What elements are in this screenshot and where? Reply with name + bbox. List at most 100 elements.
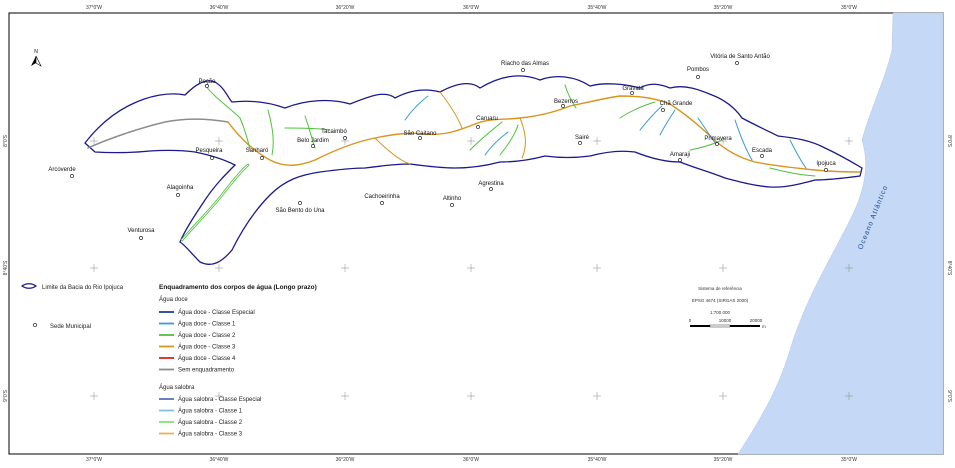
legend-item-label: Água doce - Classe 3: [178, 344, 236, 351]
legend-item-label: Água doce - Classe 2: [178, 332, 236, 339]
grid-label-right: 8°0'S: [946, 135, 952, 148]
north-arrow-icon: N: [31, 49, 42, 67]
town-label: Ipojuca: [816, 161, 836, 167]
svg-text:N: N: [34, 49, 38, 55]
legend-item-label: Água doce - Classe 1: [178, 321, 236, 328]
river-class1: [734, 119, 753, 161]
grid-labels-left: 8°0'S 8°40'S 9°0'S: [3, 134, 9, 402]
town-label: Vitória de Santo Antão: [710, 54, 770, 60]
town-label: Caruaru: [476, 116, 498, 122]
grid-label-left: 8°0'S: [3, 134, 9, 147]
grid-labels-top: 37°0'W 36°40'W 36°20'W 36°0'W 35°40'W 35…: [86, 5, 857, 11]
scale-label: 10000: [719, 318, 732, 323]
legend-seat: Sede Municipal: [33, 323, 91, 330]
river-class3-main: [227, 95, 861, 173]
town-label: Venturosa: [127, 228, 155, 234]
town-label: São Caitano: [403, 131, 437, 137]
ocean-area: [737, 12, 944, 455]
grid-label-left: 9°0'S: [3, 389, 9, 402]
basin-boundary: [84, 75, 863, 265]
river-class2: [284, 127, 331, 131]
scale-label: 20000: [750, 318, 763, 323]
river-class2: [564, 84, 577, 109]
scale-unit: m: [762, 324, 766, 329]
legend-item-label: Água doce - Classe Especial: [178, 309, 255, 316]
river-class2: [689, 139, 723, 151]
legend-brackish-header: Água salobra: [159, 384, 195, 391]
legend-seat-label: Sede Municipal: [50, 324, 91, 330]
town-label: Sairé: [575, 135, 590, 141]
town-label: Belo Jardim: [297, 138, 329, 144]
legend-item-label: Água salobra - Classe 1: [178, 408, 243, 415]
river-class2: [469, 121, 503, 151]
grid-label-bottom: 35°0'W: [841, 457, 857, 463]
river-class2: [499, 124, 519, 156]
grid-label-bottom: 36°0'W: [463, 457, 479, 463]
river-class1: [659, 109, 676, 136]
town-label: Altinho: [443, 196, 462, 202]
town-label: Amaraji: [670, 152, 690, 158]
grid-label-top: 36°0'W: [463, 5, 479, 11]
town-label: São Bento do Una: [275, 208, 325, 214]
river-class1: [484, 131, 509, 156]
town-label: Escada: [752, 148, 773, 154]
reference-block: Sistema de referência EPSG 4674 (SIRGAS …: [689, 286, 766, 329]
legend-item-label: Água doce - Classe 4: [178, 355, 236, 362]
town-label: Agrestina: [478, 181, 504, 187]
town-markers: [70, 61, 828, 240]
legend-item-label: Água salobra - Classe Especial: [178, 396, 261, 403]
town-label: Arcoverde: [48, 167, 76, 173]
river-class3-tributary: [519, 117, 526, 159]
river-class2: [619, 101, 656, 119]
river-class2: [204, 84, 251, 151]
town-label: Poção: [198, 79, 216, 85]
grid-label-top: 35°40'W: [588, 5, 607, 11]
legend-basin-label: Limite da Bacia do Rio Ipojuca: [42, 285, 124, 291]
grid-label-bottom: 36°20'W: [336, 457, 355, 463]
legend-title: Enquadramento dos corpos de água (Longo …: [159, 284, 317, 291]
river-class1: [639, 105, 663, 131]
town-label: Pesqueira: [195, 148, 223, 154]
legend-classification: Enquadramento dos corpos de água (Longo …: [159, 284, 317, 438]
river-class2: [769, 167, 816, 177]
reference-datum: EPSG 4674 (SIRGAS 2000): [692, 298, 749, 303]
river-class1: [697, 117, 717, 145]
scale-label: 0: [689, 318, 692, 323]
basin-outline-icon: [20, 283, 38, 289]
grid-label-top: 35°20'W: [714, 5, 733, 11]
scale-bar: [690, 324, 760, 328]
grid-labels-right: 8°0'S 8°40'S 9°0'S: [946, 135, 952, 403]
town-label: Pombos: [687, 67, 709, 73]
legend-item-label: Água salobra - Classe 3: [178, 431, 243, 438]
grid-label-bottom: 37°0'W: [86, 457, 102, 463]
grid-label-right: 9°0'S: [946, 390, 952, 403]
grid-label-top: 37°0'W: [86, 5, 102, 11]
grid-label-top: 35°0'W: [841, 5, 857, 11]
grid-label-bottom: 36°40'W: [210, 457, 229, 463]
grid-label-right: 8°40'S: [946, 261, 952, 276]
graticule-crosses: [90, 137, 853, 400]
river-class1: [789, 139, 807, 169]
grid-label-top: 36°20'W: [336, 5, 355, 11]
grid-labels-bottom: 37°0'W 36°40'W 36°20'W 36°0'W 35°40'W 35…: [86, 457, 857, 463]
legend-fresh-header: Água doce: [159, 296, 188, 303]
rivers: [87, 84, 861, 242]
town-label: Cachoeirinha: [364, 194, 400, 200]
river-class3-tributary: [374, 137, 411, 165]
legend-basin: Limite da Bacia do Rio Ipojuca: [20, 283, 124, 291]
legend-item-label: Água salobra - Classe 2: [178, 419, 243, 426]
town-label: Primavera: [704, 136, 732, 142]
grid-label-top: 36°40'W: [210, 5, 229, 11]
town-label: Chã Grande: [660, 101, 693, 107]
town-label: Alagoinha: [167, 185, 194, 191]
grid-label-left: 8°40'S: [3, 260, 9, 275]
town-label: Riacho das Almas: [501, 61, 549, 67]
town-label: Bezerros: [554, 99, 578, 105]
reference-system: Sistema de referência: [698, 286, 742, 291]
scale-ratio: 1:700.000: [710, 310, 731, 315]
river-class2-basin-south-core: [181, 164, 249, 241]
river-class2: [267, 109, 274, 156]
town-labels: Poção Pesqueira Arcoverde Alagoinha Vent…: [48, 54, 836, 234]
